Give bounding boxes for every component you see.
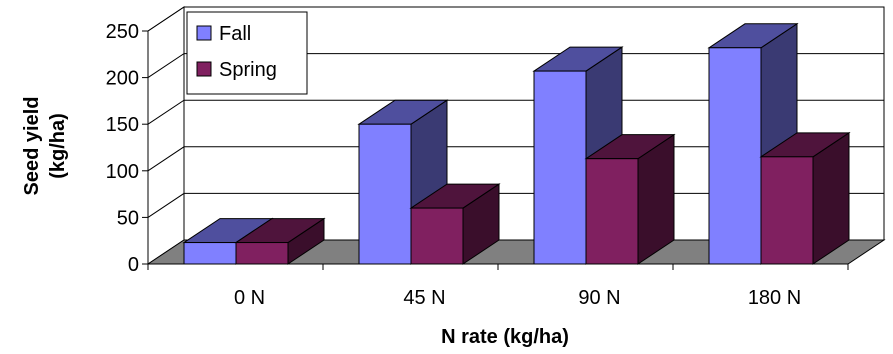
bar-spring-0n [234,217,326,265]
legend-swatch-spring [196,61,212,77]
bar-front-face [708,47,762,265]
y-tick-label: 250 [106,21,139,43]
y-tick-label: 150 [106,114,139,136]
y-tick-label: 200 [106,68,139,90]
x-tick-label: 90 N [578,287,620,309]
bar-front-face [235,242,289,265]
y-tick-label: 0 [128,254,139,276]
x-tick-label: 180 N [748,287,801,309]
bar-front-face [410,207,464,265]
legend-label-spring: Spring [219,59,277,81]
bar-front-face [183,242,237,265]
y-tick-label: 100 [106,161,139,183]
side-wall [147,6,185,265]
legend-swatch-fall [196,25,212,41]
x-tick-label: 0 N [234,287,265,309]
bar-front-face [358,123,412,265]
bar-spring-90n [584,133,676,265]
y-axis-ticks: 0 50 100 150 200 250 [106,21,149,276]
y-axis-title-line-1: Seed yield [21,97,43,196]
gridline [147,99,884,125]
bar-spring-45n [409,183,501,265]
bar-spring-180n [759,131,851,265]
legend: Fall Spring [186,11,308,95]
bar-front-face [533,70,587,265]
bar-front-face [585,158,639,265]
x-axis-ticks: 0 N 45 N 90 N 180 N [147,263,849,309]
gridline [147,6,884,32]
bar-front-face [760,156,814,265]
x-axis-title: N rate (kg/ha) [441,326,569,348]
gridline [147,53,884,79]
y-axis-title-line-2: (kg/ha) [47,113,69,179]
bars [182,22,851,265]
x-tick-label: 45 N [403,287,445,309]
legend-label-fall: Fall [219,23,251,45]
y-tick-label: 50 [117,207,139,229]
